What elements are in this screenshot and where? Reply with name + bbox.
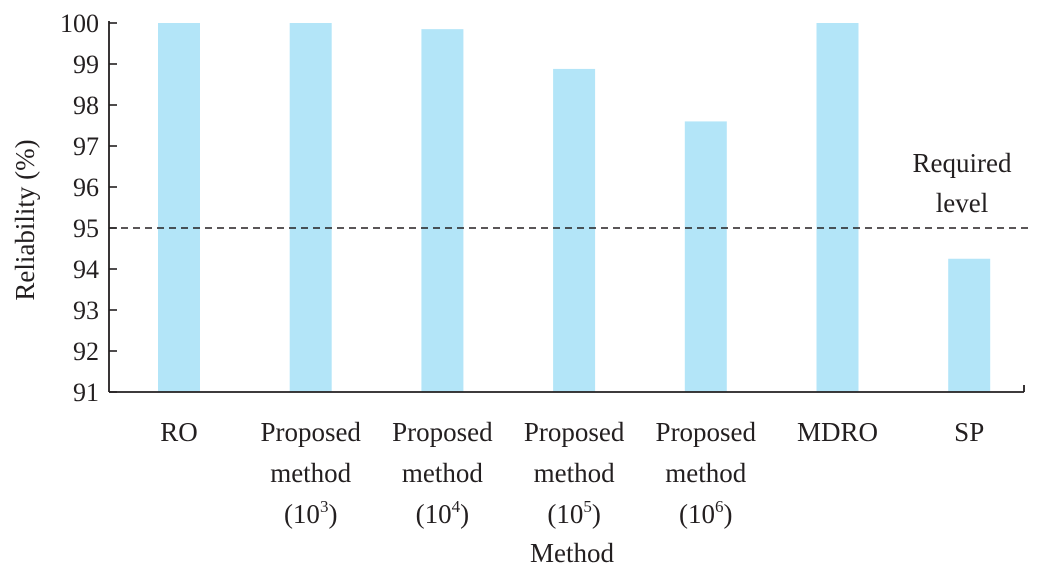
x-category-label-2: Proposed method (104): [392, 417, 493, 529]
y-tick-label-91: 91: [73, 378, 99, 407]
x-axis-label: Method: [530, 538, 614, 568]
x-category-labels-group: RO Proposed method (103) Proposed method (104)…: [160, 417, 984, 529]
bar-5: [816, 23, 859, 392]
y-tick-label-92: 92: [73, 337, 99, 366]
bar-6: [948, 258, 991, 392]
bar-0: [158, 23, 200, 392]
axes-group: [108, 21, 1025, 393]
y-tick-label-99: 99: [73, 50, 99, 79]
required-level-label-line-1: level: [936, 188, 988, 218]
bar-4: [684, 121, 727, 393]
x-category-label-1: Proposed method (103): [260, 417, 361, 529]
y-tick-label-93: 93: [73, 296, 99, 325]
bar-2: [421, 29, 464, 393]
reference-line-group: Required level: [109, 148, 1030, 229]
y-axis-label: Reliability (%): [10, 139, 40, 300]
y-tick-label-94: 94: [73, 255, 99, 284]
y-tick-label-98: 98: [73, 91, 99, 120]
x-category-label-6: SP: [954, 417, 984, 447]
bar-3: [553, 68, 596, 393]
y-tick-label-95: 95: [73, 214, 99, 243]
x-category-label-5: MDRO: [797, 417, 878, 447]
bars-group: [158, 23, 991, 393]
x-category-label-3: Proposed method (105): [524, 417, 625, 529]
y-tick-label-96: 96: [73, 173, 99, 202]
bar-1: [289, 23, 332, 392]
y-ticks-group: 91 92 93 94 95 96 97 98 99 100: [60, 9, 117, 407]
y-tick-label-100: 100: [60, 9, 99, 38]
required-level-label-line-0: Required: [913, 148, 1012, 178]
x-category-label-4: Proposed method (106): [656, 417, 757, 529]
y-tick-label-97: 97: [73, 132, 99, 161]
x-category-label-0: RO: [160, 417, 198, 447]
